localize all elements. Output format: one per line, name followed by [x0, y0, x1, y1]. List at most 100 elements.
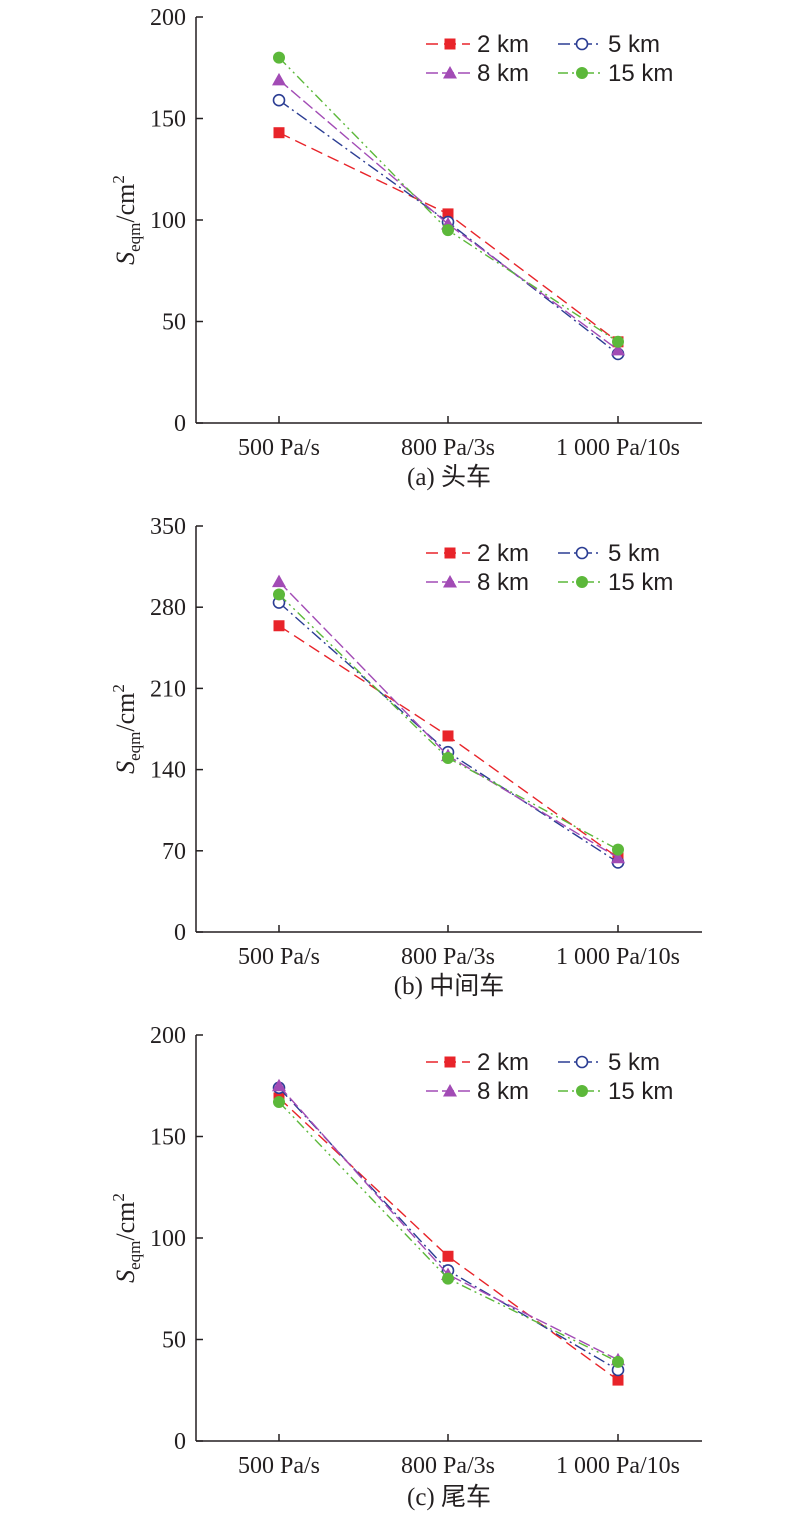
legend-marker-15-km — [576, 1085, 588, 1097]
data-point-2-km — [273, 620, 285, 632]
legend-label-2-km: 2 km — [477, 540, 529, 567]
series-line-15-km — [278, 593, 619, 851]
series-15-km — [273, 588, 624, 856]
chart-caption: (c) 尾车 — [407, 1483, 491, 1511]
y-axis-title-symbol: S — [111, 252, 140, 265]
data-point-15-km — [273, 51, 285, 64]
y-tick-label: 70 — [162, 839, 186, 865]
data-point-15-km — [273, 588, 285, 601]
data-point-15-km — [612, 843, 624, 856]
y-tick-label: 100 — [150, 1226, 186, 1252]
data-point-15-km — [273, 1095, 285, 1108]
y-tick-label: 100 — [150, 208, 186, 234]
data-point-15-km — [442, 1272, 454, 1285]
legend-marker-5-km — [575, 546, 589, 560]
y-tick-label: 210 — [150, 676, 186, 702]
legend-label-8-km: 8 km — [477, 60, 529, 87]
y-axis-title-symbol: S — [111, 761, 140, 774]
x-tick-label: 500 Pa/s — [238, 944, 320, 970]
legend-marker-8-km — [443, 1084, 457, 1097]
y-axis-title-unit: /cm — [111, 693, 140, 732]
y-axis-title-subscript: eqm — [125, 223, 144, 252]
x-tick-label: 1 000 Pa/10s — [556, 435, 680, 461]
series-2-km — [273, 620, 624, 864]
series-line-8-km — [278, 1085, 619, 1361]
x-tick-label: 800 Pa/3s — [401, 435, 495, 461]
legend-marker-8-km — [443, 66, 457, 79]
legend-label-5-km: 5 km — [608, 31, 660, 58]
y-tick-label: 0 — [174, 920, 186, 946]
legend-marker-15-km — [576, 576, 588, 588]
x-tick-label: 800 Pa/3s — [401, 944, 495, 970]
y-tick-label: 350 — [150, 514, 186, 540]
series-8-km — [272, 1078, 625, 1366]
legend-marker-2-km — [444, 1056, 456, 1068]
data-point-8-km — [272, 574, 286, 588]
y-tick-label: 0 — [174, 1429, 186, 1455]
x-tick-label: 1 000 Pa/10s — [556, 1453, 680, 1479]
legend-label-5-km: 5 km — [608, 1049, 660, 1076]
data-point-15-km — [442, 224, 454, 237]
legend-label-8-km: 8 km — [477, 569, 529, 596]
x-tick-label: 800 Pa/3s — [401, 1453, 495, 1479]
data-point-5-km — [272, 93, 286, 107]
data-point-2-km — [442, 208, 454, 220]
y-tick-label: 150 — [150, 1125, 186, 1151]
legend: 2 km 5 km 8 km 15 km — [426, 540, 673, 596]
data-point-15-km — [612, 1355, 624, 1368]
legend-label-5-km: 5 km — [608, 540, 660, 567]
y-tick-label: 150 — [150, 107, 186, 133]
legend-marker-8-km — [443, 575, 457, 588]
data-point-2-km — [442, 1250, 454, 1262]
y-axis-title-subscript: eqm — [125, 1241, 144, 1270]
chart-panel-1: 0 50 100 150 200 500 Pa/s 800 Pa/3s 1 000 Pa/10… — [109, 5, 702, 491]
series-line-5-km — [278, 1087, 619, 1371]
x-tick-label: 500 Pa/s — [238, 1453, 320, 1479]
x-tick-label: 500 Pa/s — [238, 435, 320, 461]
series-15-km — [273, 51, 624, 348]
legend-label-2-km: 2 km — [477, 1049, 529, 1076]
chart-caption: (a) 头车 — [407, 463, 491, 491]
data-point-8-km — [272, 72, 286, 86]
legend-label-15-km: 15 km — [608, 1078, 673, 1105]
y-axis-title: Seqm/cm2 — [109, 1193, 144, 1283]
legend-marker-15-km — [576, 67, 588, 79]
data-point-8-km — [272, 1078, 286, 1092]
data-point-2-km — [273, 127, 285, 139]
y-axis-title: Seqm/cm2 — [109, 175, 144, 265]
legend-marker-2-km — [444, 38, 456, 50]
y-tick-label: 140 — [150, 758, 186, 784]
y-axis-title-subscript: eqm — [125, 732, 144, 761]
series-line-2-km — [278, 132, 619, 343]
series-line-8-km — [278, 581, 619, 859]
legend-marker-5-km — [575, 37, 589, 51]
series-line-15-km — [278, 1101, 619, 1363]
legend-label-8-km: 8 km — [477, 1078, 529, 1105]
chart-panel-3: 0 50 100 150 200 500 Pa/s 800 Pa/3s 1 000 Pa/10… — [109, 1023, 702, 1511]
chart-panel-2: 0 70 140 210 280 350 500 Pa/s 800 Pa/3s 1 000 Pa… — [109, 514, 702, 1000]
y-axis-title-superscript: 2 — [109, 1193, 128, 1202]
legend-marker-2-km — [444, 547, 456, 559]
y-tick-label: 0 — [174, 411, 186, 437]
y-axis-title-unit: /cm — [111, 184, 140, 223]
series-5-km — [272, 1081, 625, 1377]
y-axis-title-symbol: S — [111, 1270, 140, 1283]
series-8-km — [272, 574, 625, 864]
series-2-km — [273, 1092, 624, 1386]
data-point-8-km — [611, 850, 625, 864]
y-tick-label: 200 — [150, 1023, 186, 1049]
data-point-2-km — [612, 1374, 624, 1386]
y-tick-label: 50 — [162, 310, 186, 336]
series-line-15-km — [278, 57, 619, 343]
data-point-15-km — [442, 752, 454, 764]
y-axis-title-unit: /cm — [111, 1202, 140, 1241]
chart-caption: (b) 中间车 — [394, 972, 504, 1000]
legend: 2 km 5 km 8 km 15 km — [426, 1049, 673, 1105]
data-point-8-km — [611, 342, 625, 356]
series-line-8-km — [278, 79, 619, 351]
y-axis-title-superscript: 2 — [109, 684, 128, 693]
y-tick-label: 280 — [150, 595, 186, 621]
legend-label-15-km: 15 km — [608, 60, 673, 87]
y-axis-title: Seqm/cm2 — [109, 684, 144, 774]
